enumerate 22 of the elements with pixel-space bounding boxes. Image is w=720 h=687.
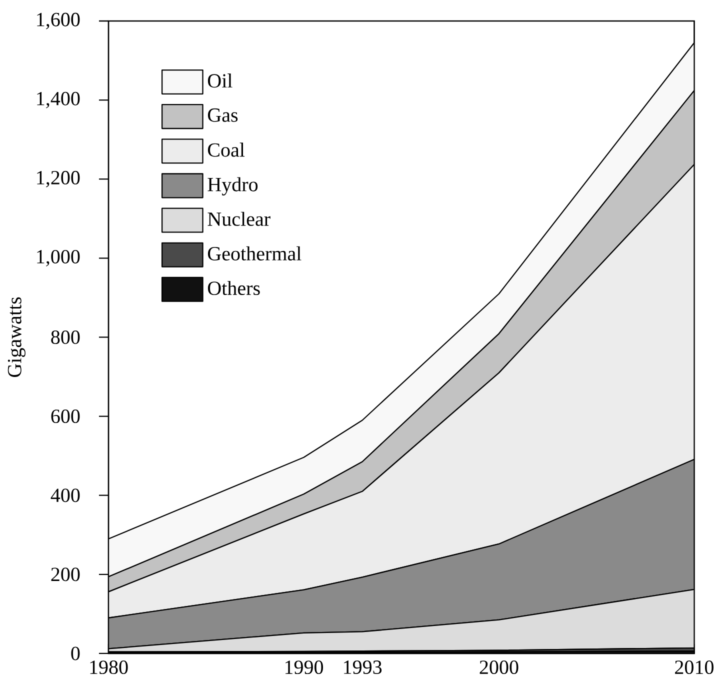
y-tick-label: 1,200 <box>37 170 80 188</box>
y-tick-label: 0 <box>71 646 80 660</box>
legend-label: Geothermal <box>208 246 302 261</box>
legend-label: Nuclear <box>208 212 270 226</box>
y-tick-label: 400 <box>50 488 80 502</box>
x-tick-label: 1993 <box>344 660 382 674</box>
x-tick-label: 2000 <box>480 660 518 674</box>
legend-label: Hydro <box>208 177 258 196</box>
y-tick-label: 1,000 <box>37 250 80 266</box>
y-tick-label: 1,400 <box>37 92 80 108</box>
y-tick-label: 200 <box>51 568 80 582</box>
x-tick-label: 1990 <box>285 660 324 674</box>
x-tick-label: 1980 <box>90 660 128 674</box>
y-axis-title: Gigawatts <box>8 297 26 378</box>
legend-label: Others <box>208 281 260 296</box>
y-tick-label: 800 <box>51 330 80 344</box>
y-tick-label: 600 <box>51 410 80 424</box>
legend-label: Oil <box>208 74 232 88</box>
legend-label: Coal <box>208 142 245 157</box>
legend-label: Gas <box>208 108 238 122</box>
x-tick-label: 2010 <box>675 660 714 674</box>
y-tick-label: 1,600 <box>37 12 80 30</box>
